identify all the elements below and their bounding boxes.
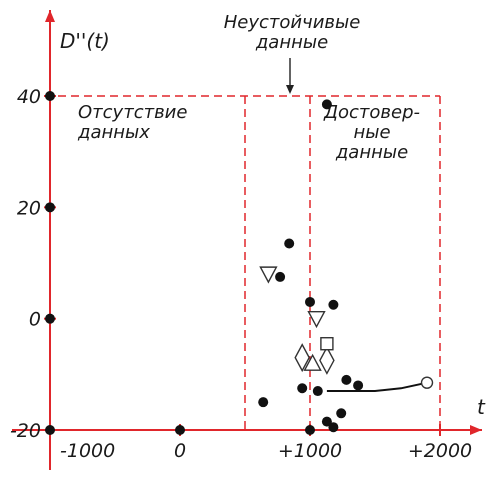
trend-curve	[326, 381, 428, 392]
data-point-filled	[321, 99, 332, 110]
data-point-filled	[297, 383, 308, 394]
data-point-triangle-up	[303, 353, 322, 371]
data-point-diamond	[319, 345, 335, 375]
data-point-open-circle	[420, 376, 434, 389]
y-tick-label: -20	[10, 420, 41, 442]
data-point-filled	[353, 380, 364, 391]
x-tick-label: +2000	[408, 440, 472, 462]
data-point-filled	[45, 425, 55, 435]
data-point-filled	[305, 296, 315, 307]
data-point-filled	[305, 425, 315, 435]
region-label-2: ные	[353, 122, 390, 143]
x-tick-label: -1000	[60, 440, 115, 462]
region-label-1: данные	[255, 32, 328, 53]
region-pointer-arrow	[286, 85, 294, 94]
y-axis-title: D''(t)	[60, 29, 110, 53]
region-label-0: Отсутствие	[78, 102, 187, 123]
data-point-filled	[258, 397, 269, 408]
x-tick-label: 0	[174, 440, 186, 462]
data-point-square	[320, 337, 334, 351]
data-point-triangle-down	[259, 266, 278, 284]
data-point-filled	[336, 408, 347, 419]
data-point-triangle-down	[307, 310, 326, 329]
data-point-filled	[175, 425, 185, 435]
region-label-2: данные	[335, 142, 408, 163]
data-point-filled	[275, 271, 286, 282]
data-point-diamond	[294, 343, 310, 373]
data-point-filled	[284, 238, 295, 249]
data-point-filled	[312, 386, 323, 397]
data-point-filled	[328, 422, 339, 433]
y-tick-label: 40	[17, 86, 41, 108]
y-tick-label: 0	[29, 309, 41, 331]
region-label-1: Неустойчивые	[224, 12, 361, 33]
x-axis-arrow	[470, 425, 482, 435]
region-label-2: Достовер-	[323, 102, 420, 123]
data-point-filled	[45, 313, 55, 324]
x-tick-label: +1000	[278, 440, 342, 462]
data-point-filled	[45, 202, 55, 213]
data-point-filled	[45, 91, 55, 101]
data-point-filled	[328, 299, 339, 310]
data-point-filled	[341, 374, 352, 385]
region-label-0: данных	[77, 122, 150, 143]
y-tick-label: 20	[17, 197, 41, 219]
x-axis-title: t	[477, 395, 486, 419]
y-axis-arrow	[45, 10, 55, 22]
data-point-filled	[321, 416, 332, 427]
